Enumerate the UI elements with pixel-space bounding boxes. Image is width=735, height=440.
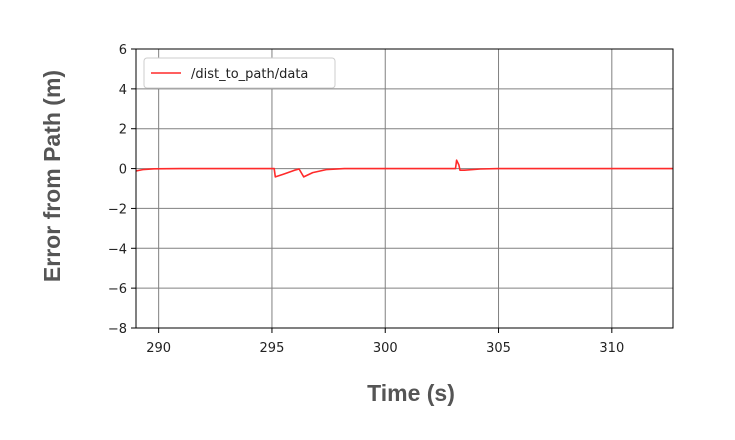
y-tick-label: 6 (119, 43, 127, 58)
y-axis: 6 4 2 0 −2 −4 −6 −8 (108, 43, 136, 337)
y-tick-label: −4 (108, 242, 127, 257)
plot-frame (135, 48, 674, 329)
y-tick-label: −8 (108, 322, 127, 337)
legend-box (143, 57, 336, 89)
y-tick-label: 4 (119, 83, 127, 98)
x-tick-label: 295 (260, 341, 285, 356)
y-tick-label: 0 (119, 163, 127, 178)
y-tick-label: −2 (108, 202, 127, 217)
series-layer (135, 159, 673, 178)
y-tick-label: 2 (119, 123, 127, 138)
y-axis-title: Error from Path (m) (39, 70, 65, 282)
y-gridlines (136, 88, 673, 289)
x-tick-label: 310 (599, 341, 624, 356)
legend: /dist_to_path/data (143, 57, 336, 89)
x-tick-label: 290 (146, 341, 171, 356)
series-line (135, 159, 673, 178)
x-axis-title: Time (s) (367, 380, 455, 406)
x-gridlines (158, 49, 613, 328)
y-tick-label: −6 (108, 282, 127, 297)
x-tick-label: 305 (486, 341, 511, 356)
x-tick-label: 300 (373, 341, 398, 356)
legend-label: /dist_to_path/data (191, 67, 308, 82)
x-axis: 290 295 300 305 310 (146, 328, 624, 356)
